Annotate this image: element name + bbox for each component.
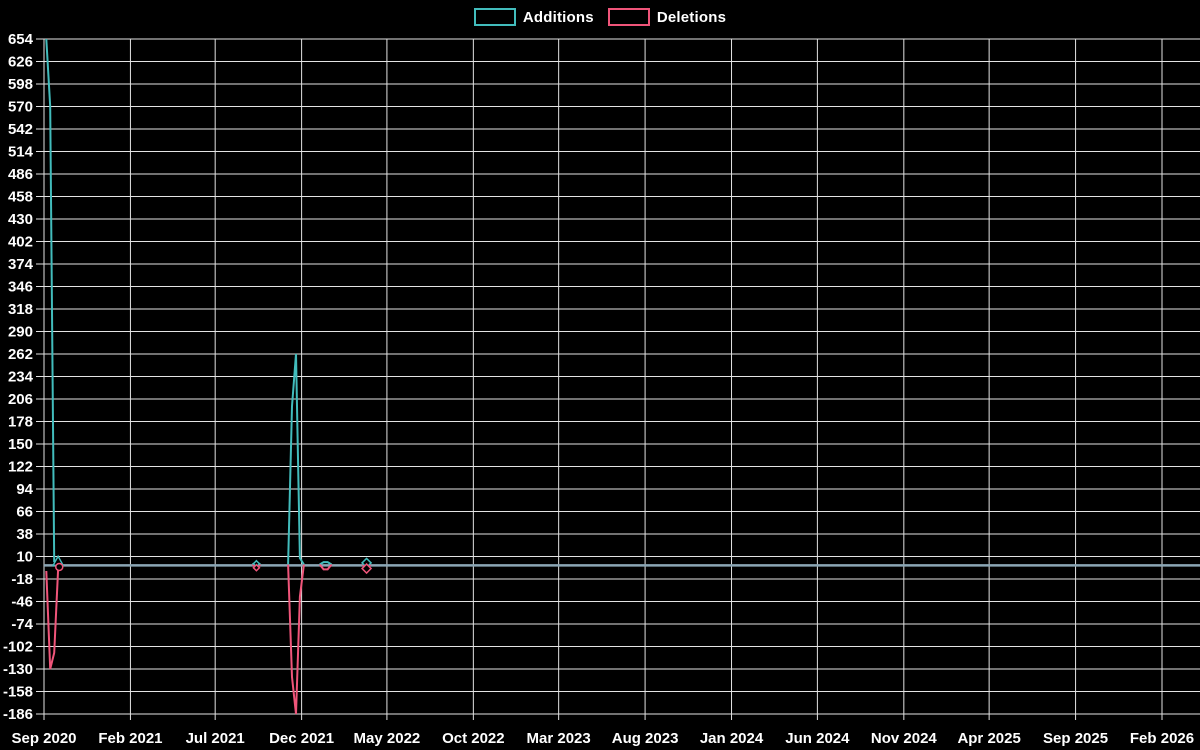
series-line-deletions [287,564,305,715]
y-tick-label: -130 [3,661,33,678]
x-tick-label: Apr 2025 [957,730,1020,747]
y-tick-label: 626 [8,54,33,71]
y-tick-label: 318 [8,301,33,318]
y-tick-label: 94 [16,481,33,498]
deletions-diamond-marker-icon [252,563,261,572]
y-tick-label: 262 [8,346,33,363]
chart-legend: Additions Deletions [0,6,1200,28]
legend-item-deletions[interactable]: Deletions [607,8,727,26]
y-tick-label: 10 [16,549,33,566]
legend-item-additions[interactable]: Additions [473,8,594,26]
y-tick-label: -46 [11,594,33,611]
y-tick-label: -18 [11,571,33,588]
y-tick-label: 514 [8,144,34,161]
y-tick-label: -158 [3,684,33,701]
series-line-additions [319,561,333,566]
x-tick-label: Jun 2024 [785,730,850,747]
y-tick-label: 654 [8,31,34,48]
y-tick-label: 542 [8,121,33,138]
y-tick-label: 178 [8,414,33,431]
x-tick-label: Oct 2022 [442,730,505,747]
y-tick-label: -74 [11,616,33,633]
legend-label-deletions: Deletions [656,8,727,26]
series-line-additions [45,38,63,566]
x-tick-label: Sep 2025 [1043,730,1108,747]
y-tick-label: 430 [8,211,33,228]
y-tick-label: 206 [8,391,33,408]
y-tick-label: 374 [8,256,34,273]
y-tick-label: 38 [16,526,33,543]
y-tick-label: 458 [8,189,33,206]
x-tick-label: May 2022 [354,730,421,747]
y-tick-label: 234 [8,369,34,386]
x-tick-label: Sep 2020 [11,730,76,747]
x-tick-label: Feb 2021 [98,730,162,747]
y-tick-label: -102 [3,639,33,656]
x-tick-label: Mar 2023 [527,730,591,747]
deletions-swatch-icon [607,8,650,26]
y-tick-label: 150 [8,436,33,453]
y-tick-label: 290 [8,324,33,341]
y-tick-label: 570 [8,99,33,116]
series-line-deletions [45,563,63,670]
y-tick-label: 402 [8,234,33,251]
x-tick-label: Jul 2021 [186,730,245,747]
series-line-deletions [318,563,333,571]
y-tick-label: 346 [8,279,33,296]
y-tick-label: 486 [8,166,33,183]
x-tick-label: Aug 2023 [612,730,679,747]
x-tick-label: Jan 2024 [700,730,764,747]
y-tick-label: -186 [3,706,33,723]
deletions-diamond-marker-icon [361,562,373,575]
deletions-circle-marker-icon [55,562,64,572]
y-tick-label: 122 [8,459,33,476]
x-tick-label: Dec 2021 [269,730,334,747]
legend-label-additions: Additions [522,8,594,26]
x-tick-label: Feb 2026 [1130,730,1194,747]
y-tick-label: 598 [8,76,33,93]
y-tick-label: 66 [16,504,33,521]
x-tick-label: Nov 2024 [871,730,938,747]
additions-swatch-icon [473,8,516,26]
series-line-additions [287,353,305,566]
